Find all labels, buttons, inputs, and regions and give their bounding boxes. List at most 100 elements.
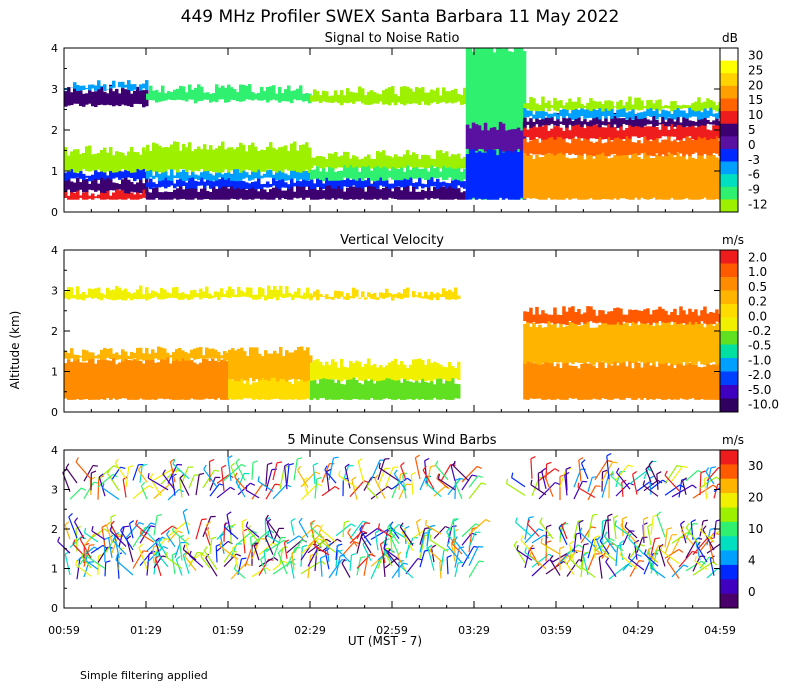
heatmap-cell — [700, 310, 704, 322]
heatmap-cell — [91, 84, 95, 89]
heatmap-cell — [73, 192, 77, 200]
heatmap-cell — [370, 294, 374, 299]
wind-barb-flag — [140, 481, 146, 487]
heatmap-cell — [565, 142, 569, 154]
heatmap-cell — [343, 366, 347, 380]
wind-barb-flag — [315, 471, 321, 475]
heatmap-cell — [553, 120, 557, 126]
heatmap-cell — [100, 349, 104, 360]
heatmap-cell — [507, 51, 512, 199]
colorbar-label: 0 — [748, 138, 756, 152]
wind-barb — [649, 478, 652, 495]
heatmap-cell — [619, 107, 623, 117]
wind-barb — [708, 543, 715, 564]
heatmap-cell — [206, 176, 210, 186]
heatmap-cell — [191, 186, 195, 200]
wind-barb — [549, 559, 561, 576]
wind-barb-flag — [624, 521, 628, 528]
heatmap-cell — [109, 348, 113, 359]
heatmap-cell — [427, 171, 431, 180]
heatmap-cell — [430, 174, 434, 187]
heatmap-cell — [287, 175, 291, 181]
heatmap-cell — [64, 172, 68, 181]
wind-barb-flag — [110, 514, 116, 518]
heatmap-cell — [248, 183, 252, 189]
heatmap-cell — [595, 368, 599, 400]
heatmap-cell — [439, 364, 443, 379]
wind-barb-flag — [579, 527, 583, 533]
colorbar-swatch — [720, 290, 738, 305]
heatmap-cell — [697, 155, 701, 200]
wind-barb — [516, 549, 533, 561]
x-tick-label: 04:59 — [704, 624, 736, 637]
heatmap-cell — [76, 190, 80, 200]
wind-barb — [461, 532, 473, 546]
y-tick-label: 3 — [51, 484, 58, 497]
heatmap-cell — [688, 363, 692, 399]
wind-barb — [178, 537, 183, 561]
heatmap-cell — [679, 322, 683, 365]
heatmap-cell — [661, 139, 665, 155]
wind-barb-flag — [158, 537, 163, 543]
heatmap-cell — [199, 362, 203, 400]
wind-barb — [530, 484, 547, 496]
wind-barb — [468, 475, 479, 488]
heatmap-cell — [492, 150, 497, 200]
heatmap-cell — [406, 86, 410, 104]
heatmap-cell — [376, 188, 380, 200]
heatmap-cell — [532, 322, 536, 363]
heatmap-cell — [221, 176, 225, 187]
heatmap-cell — [136, 86, 140, 104]
wind-barb-flag — [642, 480, 646, 486]
heatmap-cell — [112, 167, 116, 179]
wind-barb — [452, 521, 456, 539]
heatmap-cell — [691, 157, 695, 200]
heatmap-cell — [275, 180, 279, 188]
heatmap-cell — [433, 168, 437, 179]
wind-barb — [577, 486, 596, 499]
colorbar-label: 20 — [748, 78, 763, 92]
wind-barb — [105, 525, 113, 543]
wind-barb — [307, 535, 320, 547]
heatmap-cell — [439, 378, 443, 400]
heatmap-cell — [667, 118, 671, 127]
colorbar-swatch — [720, 111, 738, 125]
wind-barb — [387, 527, 400, 544]
wind-barb-flag — [290, 518, 296, 522]
heatmap-cell — [691, 121, 695, 126]
heatmap-cell — [88, 145, 92, 172]
heatmap-cell — [397, 169, 401, 181]
heatmap-cell — [697, 107, 701, 120]
heatmap-cell — [254, 189, 258, 199]
wind-barb — [650, 545, 659, 562]
wind-barb — [91, 530, 106, 541]
heatmap-cell — [397, 364, 401, 381]
wind-barb — [650, 538, 656, 556]
heatmap-cell — [652, 103, 656, 110]
heatmap-cell — [670, 101, 674, 112]
heatmap-cell — [439, 183, 443, 200]
heatmap-cell — [658, 154, 662, 200]
heatmap-cell — [448, 289, 452, 300]
heatmap-cell — [106, 189, 110, 200]
wind-barb — [671, 564, 685, 578]
heatmap-cell — [535, 155, 539, 199]
wind-barb-flag — [648, 460, 654, 466]
wind-barb — [646, 553, 659, 564]
heatmap-cell — [142, 147, 146, 169]
heatmap-cell — [400, 293, 404, 300]
wind-barb — [174, 542, 181, 558]
heatmap-cell — [79, 169, 83, 179]
wind-barb — [320, 528, 337, 543]
heatmap-cell — [199, 288, 203, 300]
heatmap-cell — [715, 114, 719, 126]
wind-barb — [384, 466, 394, 489]
heatmap-cell — [272, 85, 276, 100]
wind-barb-flag — [155, 537, 160, 542]
heatmap-cell — [516, 152, 521, 200]
wind-barb-flag — [506, 478, 509, 484]
wind-barb-flag — [126, 535, 132, 540]
heatmap-cell — [203, 92, 207, 100]
heatmap-cell — [76, 359, 80, 400]
heatmap-cell — [679, 360, 683, 399]
